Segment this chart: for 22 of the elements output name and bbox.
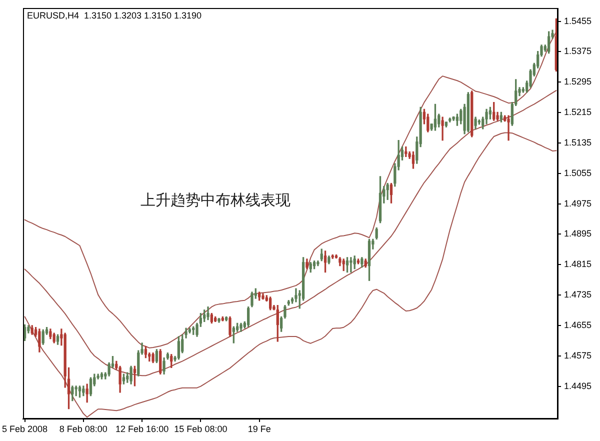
x-tick-label: 19 Fe: [248, 424, 271, 434]
y-tick-label: 1.4575: [564, 350, 592, 360]
y-tick-label: 1.5135: [564, 137, 592, 148]
y-tick-label: 1.4975: [564, 198, 592, 208]
y-tick-label: 1.5455: [564, 16, 592, 26]
y-tick-label: 1.5295: [564, 76, 592, 87]
y-tick-label: 1.4655: [564, 320, 592, 330]
x-tick-label: 12 Feb 16:00: [116, 424, 169, 434]
x-tick-label: 8 Feb 08:00: [59, 424, 108, 434]
y-tick-label: 1.4495: [564, 380, 592, 391]
y-tick-label: 1.5055: [564, 168, 592, 178]
y-tick-label: 1.5215: [564, 107, 592, 118]
chart-title: EURUSD,H4 1.3150 1.3203 1.3150 1.3190: [26, 10, 202, 20]
annotation: 上升趋势中布林线表现: [140, 190, 291, 209]
y-tick-label: 1.4895: [564, 228, 592, 239]
candlestick: [350, 257, 352, 273]
y-tick-label: 1.4735: [564, 290, 592, 300]
x-tick-label: 5 Feb 2008: [2, 424, 48, 434]
y-tick-label: 1.4815: [564, 259, 592, 270]
x-tick-label: 15 Feb 08:00: [174, 424, 228, 434]
candlestick: [507, 115, 510, 141]
y-tick-label: 1.5375: [564, 46, 592, 56]
